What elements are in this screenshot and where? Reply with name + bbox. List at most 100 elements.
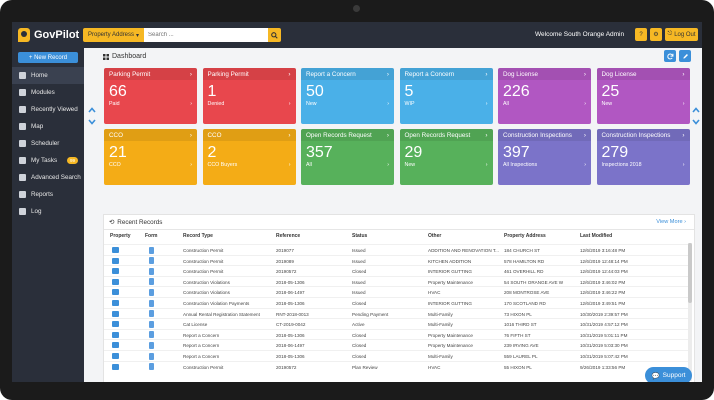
column-header[interactable]: Record Type xyxy=(183,233,213,239)
sidebar-item-map[interactable]: Map xyxy=(12,118,84,135)
log-icon xyxy=(19,208,26,215)
sidebar-item-label: Reports xyxy=(31,191,54,198)
table-row[interactable]: Construction Violations 2018-06-1497 Issue… xyxy=(104,286,688,297)
property-card-icon[interactable] xyxy=(112,300,119,306)
edit-dashboard-button[interactable] xyxy=(679,50,691,62)
sidebar-item-advanced-search[interactable]: Advanced Search xyxy=(12,169,84,186)
help-button[interactable]: ? xyxy=(635,28,647,41)
property-card-icon[interactable] xyxy=(112,268,119,275)
column-header[interactable]: Reference xyxy=(276,233,301,239)
form-document-icon[interactable] xyxy=(149,288,154,296)
property-card-icon[interactable] xyxy=(112,257,119,264)
table-cell: Multi-Family xyxy=(428,311,453,317)
dashboard-tile[interactable]: CCO › 21 CCO › xyxy=(104,129,197,185)
sidebar-item-home[interactable]: Home xyxy=(12,67,84,84)
dashboard-tile[interactable]: Parking Permit › 1 Denied › xyxy=(202,68,296,124)
form-document-icon[interactable] xyxy=(149,341,154,349)
tile-subtitle-label: CCO Buyers xyxy=(207,162,238,168)
table-cell: 55 HIXON PL xyxy=(504,364,532,370)
table-row[interactable]: Cat License CT-2019-0042 Active Multi-Famil… xyxy=(104,318,688,329)
table-row[interactable]: Report a Concern 2018-05-1306 Closed Proper… xyxy=(104,328,688,340)
table-cell: 10/30/2019 2:39:57 PM xyxy=(580,311,628,317)
table-row[interactable]: Construction Violation Payments 2018-05-1… xyxy=(104,297,688,308)
dashboard-tile[interactable]: Report a Concern › 50 New › xyxy=(301,68,394,124)
table-cell: Property Maintenance xyxy=(428,279,473,285)
support-label: Support xyxy=(662,372,686,379)
property-card-icon[interactable] xyxy=(112,353,119,359)
table-row[interactable]: Report a Concern 2018-05-1306 Closed Multi-… xyxy=(104,350,688,361)
dashboard-tile[interactable]: Construction Inspections › 397 All Inspecti… xyxy=(498,129,591,185)
table-row[interactable]: Construction Violations 2018-05-1306 Issue… xyxy=(104,275,688,287)
form-document-icon[interactable] xyxy=(149,331,154,339)
column-header[interactable]: Last Modified xyxy=(580,233,613,239)
table-row[interactable]: Construction Permit 2019089 Issued KITCHEN … xyxy=(104,254,688,266)
sidebar-item-modules[interactable]: Modules xyxy=(12,84,84,101)
property-card-icon[interactable] xyxy=(112,342,119,349)
support-button[interactable]: 💬 Support xyxy=(645,367,692,382)
property-card-icon[interactable] xyxy=(112,278,119,285)
tile-subtitle-label: All Inspections xyxy=(503,162,538,168)
table-cell: 2018-05-1306 xyxy=(276,279,305,285)
tile-count: 226 xyxy=(503,83,530,100)
search-button[interactable] xyxy=(268,28,282,42)
tiles-next-arrow-icon[interactable] xyxy=(88,118,96,126)
form-document-icon[interactable] xyxy=(149,299,154,307)
tiles-prev-arrow-icon[interactable] xyxy=(88,106,96,114)
search-type-select[interactable]: Property Address ▾ xyxy=(83,28,145,42)
sidebar-item-my-tasks[interactable]: My Tasks 99 xyxy=(12,152,84,169)
table-row[interactable]: Construction Permit 20190572 Closed INTERIO… xyxy=(104,265,688,276)
form-document-icon[interactable] xyxy=(149,257,154,265)
property-card-icon[interactable] xyxy=(112,363,119,370)
tile-title-label: Dog License xyxy=(503,70,539,78)
dashboard-tile[interactable]: Dog License › 25 New › xyxy=(596,68,690,124)
app-logo[interactable]: GovPilot xyxy=(12,22,84,48)
form-document-icon[interactable] xyxy=(149,320,154,328)
logout-button[interactable]: ⎋ Log Out xyxy=(665,28,698,41)
property-card-icon[interactable] xyxy=(112,289,119,296)
tiles-next-arrow-icon[interactable] xyxy=(692,118,700,126)
form-document-icon[interactable] xyxy=(149,246,154,254)
refresh-button[interactable] xyxy=(664,50,676,62)
table-row[interactable]: Construction Permit 2019077 Issued ADDITION… xyxy=(104,244,688,255)
dashboard-tile[interactable]: Dog License › 226 All › xyxy=(498,68,591,124)
caret-down-icon: ▾ xyxy=(136,32,140,39)
property-card-icon[interactable] xyxy=(112,321,119,328)
table-row[interactable]: Construction Permit 20190572 Plan Review HV… xyxy=(104,360,688,372)
new-record-button[interactable]: + New Record xyxy=(18,52,78,63)
view-more-link[interactable]: View More › xyxy=(656,219,686,225)
form-document-icon[interactable] xyxy=(149,267,154,275)
sidebar-item-scheduler[interactable]: Scheduler xyxy=(12,135,84,152)
main-content: Dashboard Parking Permit › 66 Paid › Parking … xyxy=(84,48,702,382)
dashboard-tile[interactable]: Report a Concern › 5 WIP › xyxy=(399,68,493,124)
dashboard-tile[interactable]: Open Records Request › 29 New › xyxy=(399,129,493,185)
table-row[interactable]: Report a Concern 2018-06-1497 Closed Proper… xyxy=(104,339,688,350)
records-scrollbar[interactable] xyxy=(688,243,692,381)
settings-button[interactable]: ⚙ xyxy=(650,28,662,41)
property-card-icon[interactable] xyxy=(112,247,119,253)
column-header[interactable]: Form xyxy=(145,233,158,239)
property-card-icon[interactable] xyxy=(112,331,119,338)
form-document-icon[interactable] xyxy=(149,310,154,318)
form-document-icon[interactable] xyxy=(149,352,154,360)
scrollbar-thumb[interactable] xyxy=(688,243,692,303)
form-document-icon[interactable] xyxy=(149,278,154,286)
chevron-right-icon: › xyxy=(189,70,192,78)
dashboard-tile[interactable]: Parking Permit › 66 Paid › xyxy=(104,68,197,124)
form-document-icon[interactable] xyxy=(149,363,154,371)
search-input[interactable] xyxy=(144,28,269,42)
sidebar-item-reports[interactable]: Reports xyxy=(12,186,84,203)
dashboard-tile[interactable]: Construction Inspections › 279 Inspections … xyxy=(596,129,690,185)
dashboard-tile[interactable]: Open Records Request › 357 All › xyxy=(301,129,394,185)
dashboard-tile[interactable]: CCO › 2 CCO Buyers › xyxy=(202,129,296,185)
tile-title: Parking Permit › xyxy=(104,68,197,80)
column-header[interactable]: Property Address xyxy=(504,233,546,239)
column-header[interactable]: Other xyxy=(428,233,442,239)
column-header[interactable]: Status xyxy=(352,233,368,239)
sidebar-item-recently-viewed[interactable]: Recently Viewed xyxy=(12,101,84,118)
property-card-icon[interactable] xyxy=(112,310,119,317)
column-header[interactable]: Property xyxy=(110,233,131,239)
tiles-prev-arrow-icon[interactable] xyxy=(692,106,700,114)
table-row[interactable]: Annual Rental Registration Statement RNT-… xyxy=(104,307,688,319)
table-cell: Construction Permit xyxy=(183,269,224,275)
sidebar-item-log[interactable]: Log xyxy=(12,203,84,220)
